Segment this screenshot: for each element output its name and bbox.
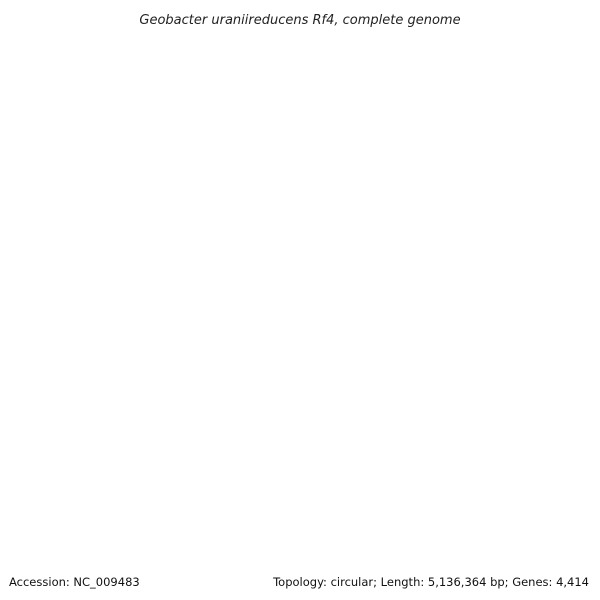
accession-text: Accession: NC_009483 [9, 575, 140, 589]
genome-summary-text: Topology: circular; Length: 5,136,364 bp… [272, 575, 589, 589]
map-title: Geobacter uraniireducens Rf4, complete g… [139, 13, 460, 28]
